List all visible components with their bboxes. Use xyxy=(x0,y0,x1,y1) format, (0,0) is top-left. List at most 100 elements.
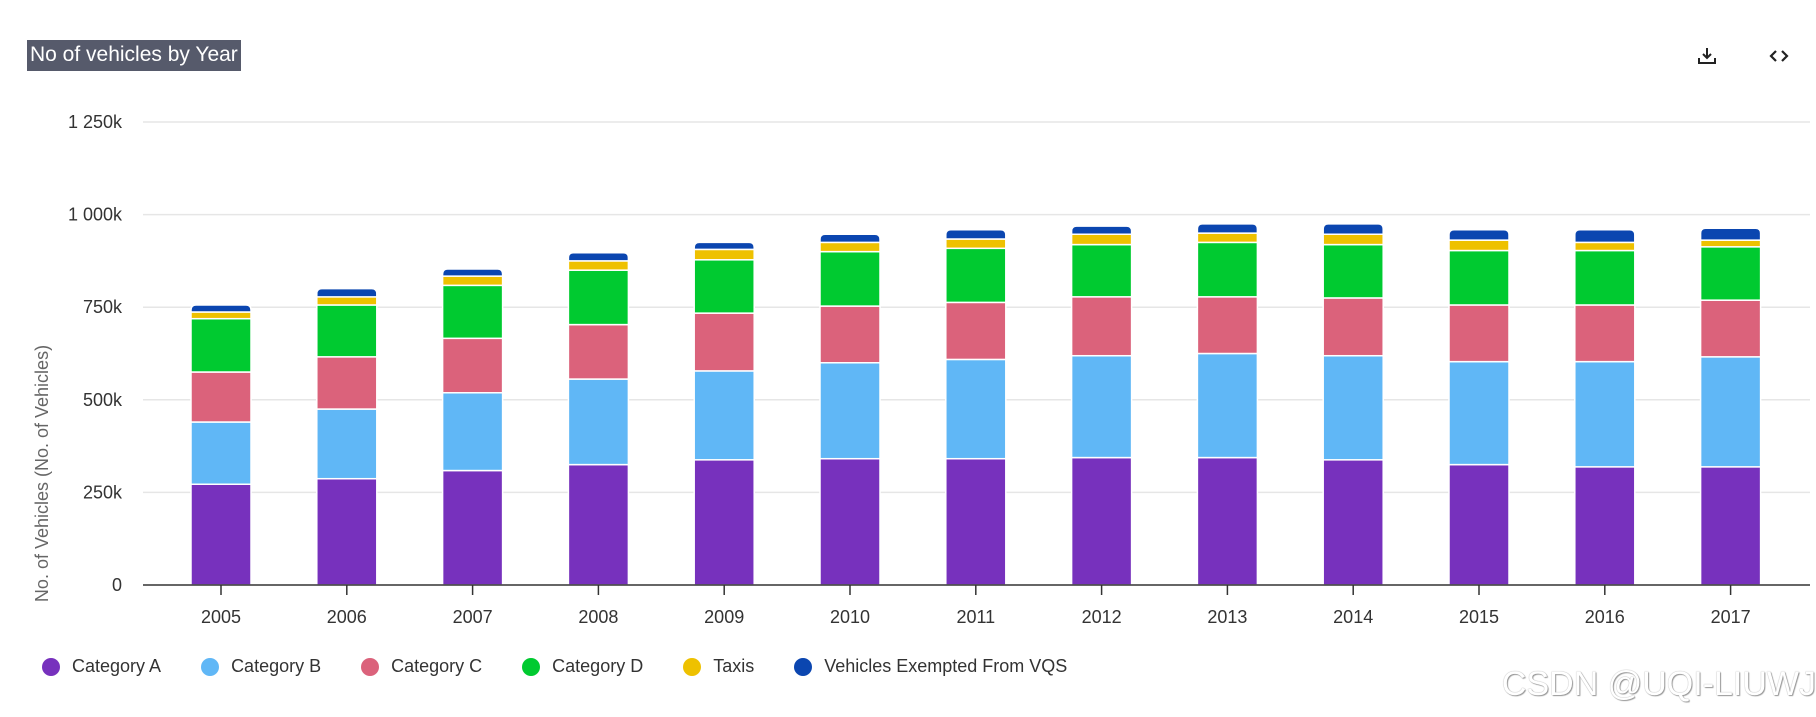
legend-item[interactable]: Category C xyxy=(361,656,482,677)
bar-segment[interactable] xyxy=(1322,297,1384,357)
bar-segment[interactable] xyxy=(945,238,1007,250)
bar-segment[interactable] xyxy=(819,250,881,307)
bar-segment[interactable] xyxy=(316,408,378,480)
bar-segment[interactable] xyxy=(945,229,1007,240)
bar-segment[interactable] xyxy=(1448,229,1510,241)
bar-stack-2014[interactable] xyxy=(1322,223,1384,586)
bar-segment[interactable] xyxy=(441,275,504,287)
bar-segment[interactable] xyxy=(819,233,881,244)
legend-item[interactable]: Taxis xyxy=(683,656,754,677)
bar-segment[interactable] xyxy=(1070,456,1133,586)
bar-segment[interactable] xyxy=(1448,249,1510,306)
bar-segment[interactable] xyxy=(190,371,252,423)
bar-segment[interactable] xyxy=(567,378,630,466)
bar-segment[interactable] xyxy=(1448,304,1510,363)
legend-item[interactable]: Category A xyxy=(42,656,161,677)
bar-segment[interactable] xyxy=(1574,304,1636,363)
bar-segment[interactable] xyxy=(1196,232,1259,244)
bar-segment[interactable] xyxy=(567,269,630,326)
bar-segment[interactable] xyxy=(190,304,252,313)
bar-segment[interactable] xyxy=(1196,352,1259,459)
bar-segment[interactable] xyxy=(693,248,755,261)
bar-segment[interactable] xyxy=(441,337,504,394)
bar-segment[interactable] xyxy=(1322,459,1384,586)
x-tick-label: 2014 xyxy=(1333,607,1373,627)
bar-segment[interactable] xyxy=(1574,241,1636,252)
bar-segment[interactable] xyxy=(1448,463,1510,586)
bar-segment[interactable] xyxy=(190,317,252,373)
bar-segment[interactable] xyxy=(1448,360,1510,466)
bar-stack-2013[interactable] xyxy=(1196,223,1259,586)
bar-segment[interactable] xyxy=(819,305,881,364)
bar-stack-2015[interactable] xyxy=(1448,229,1510,586)
bar-segment[interactable] xyxy=(1699,299,1762,358)
bar-segment[interactable] xyxy=(441,469,504,586)
bar-segment[interactable] xyxy=(693,370,755,461)
bar-segment[interactable] xyxy=(1699,227,1762,241)
bar-segment[interactable] xyxy=(1574,249,1636,306)
legend-item[interactable]: Vehicles Exempted From VQS xyxy=(794,656,1067,677)
embed-code-button[interactable] xyxy=(1767,44,1791,68)
bar-stack-2012[interactable] xyxy=(1070,225,1133,586)
bar-segment[interactable] xyxy=(316,304,378,358)
bar-segment[interactable] xyxy=(190,311,252,320)
bar-stack-2017[interactable] xyxy=(1699,227,1762,586)
bar-stack-2007[interactable] xyxy=(441,268,504,586)
bar-segment[interactable] xyxy=(693,459,755,586)
bar-segment[interactable] xyxy=(1574,229,1636,244)
bar-segment[interactable] xyxy=(819,457,881,586)
bar-segment[interactable] xyxy=(693,241,755,251)
bar-stack-2009[interactable] xyxy=(693,241,755,586)
bar-segment[interactable] xyxy=(945,301,1007,361)
bar-segment[interactable] xyxy=(1070,233,1133,246)
bar-segment[interactable] xyxy=(693,259,755,314)
bar-segment[interactable] xyxy=(190,483,252,586)
bar-segment[interactable] xyxy=(441,284,504,340)
bar-segment[interactable] xyxy=(1699,239,1762,248)
bar-segment[interactable] xyxy=(567,463,630,586)
bar-segment[interactable] xyxy=(1322,354,1384,461)
bar-segment[interactable] xyxy=(1448,239,1510,252)
bar-segment[interactable] xyxy=(1196,456,1259,586)
bar-segment[interactable] xyxy=(316,296,378,306)
bar-segment[interactable] xyxy=(1699,466,1762,586)
bar-segment[interactable] xyxy=(1196,296,1259,355)
legend-item[interactable]: Category D xyxy=(522,656,643,677)
bar-segment[interactable] xyxy=(567,323,630,380)
bar-segment[interactable] xyxy=(190,421,252,486)
bar-segment[interactable] xyxy=(1322,233,1384,246)
bar-segment[interactable] xyxy=(316,287,378,298)
bar-segment[interactable] xyxy=(441,392,504,472)
legend-item[interactable]: Category B xyxy=(201,656,321,677)
bar-stack-2011[interactable] xyxy=(945,229,1007,586)
bar-segment[interactable] xyxy=(1699,356,1762,468)
bar-segment[interactable] xyxy=(567,260,630,271)
bar-segment[interactable] xyxy=(441,268,504,277)
bar-stack-2005[interactable] xyxy=(190,304,252,586)
bar-segment[interactable] xyxy=(945,358,1007,460)
bar-segment[interactable] xyxy=(1322,243,1384,299)
bar-segment[interactable] xyxy=(1070,225,1133,235)
bar-segment[interactable] xyxy=(1574,360,1636,468)
bar-stack-2008[interactable] xyxy=(567,252,630,586)
bar-segment[interactable] xyxy=(567,252,630,262)
bar-stack-2010[interactable] xyxy=(819,233,881,586)
download-button[interactable] xyxy=(1695,44,1719,68)
bar-segment[interactable] xyxy=(819,241,881,253)
bar-segment[interactable] xyxy=(945,457,1007,586)
bar-segment[interactable] xyxy=(316,356,378,410)
bar-segment[interactable] xyxy=(1699,246,1762,301)
bar-segment[interactable] xyxy=(1070,243,1133,298)
bar-segment[interactable] xyxy=(1070,296,1133,357)
bar-segment[interactable] xyxy=(1322,223,1384,235)
bar-segment[interactable] xyxy=(693,312,755,372)
bar-segment[interactable] xyxy=(945,247,1007,304)
bar-segment[interactable] xyxy=(1196,223,1259,234)
bar-segment[interactable] xyxy=(1196,241,1259,298)
bar-segment[interactable] xyxy=(819,362,881,460)
bar-segment[interactable] xyxy=(1070,354,1133,459)
bar-stack-2016[interactable] xyxy=(1574,229,1636,586)
bar-stack-2006[interactable] xyxy=(316,287,378,586)
bar-segment[interactable] xyxy=(1574,466,1636,586)
bar-segment[interactable] xyxy=(316,477,378,586)
